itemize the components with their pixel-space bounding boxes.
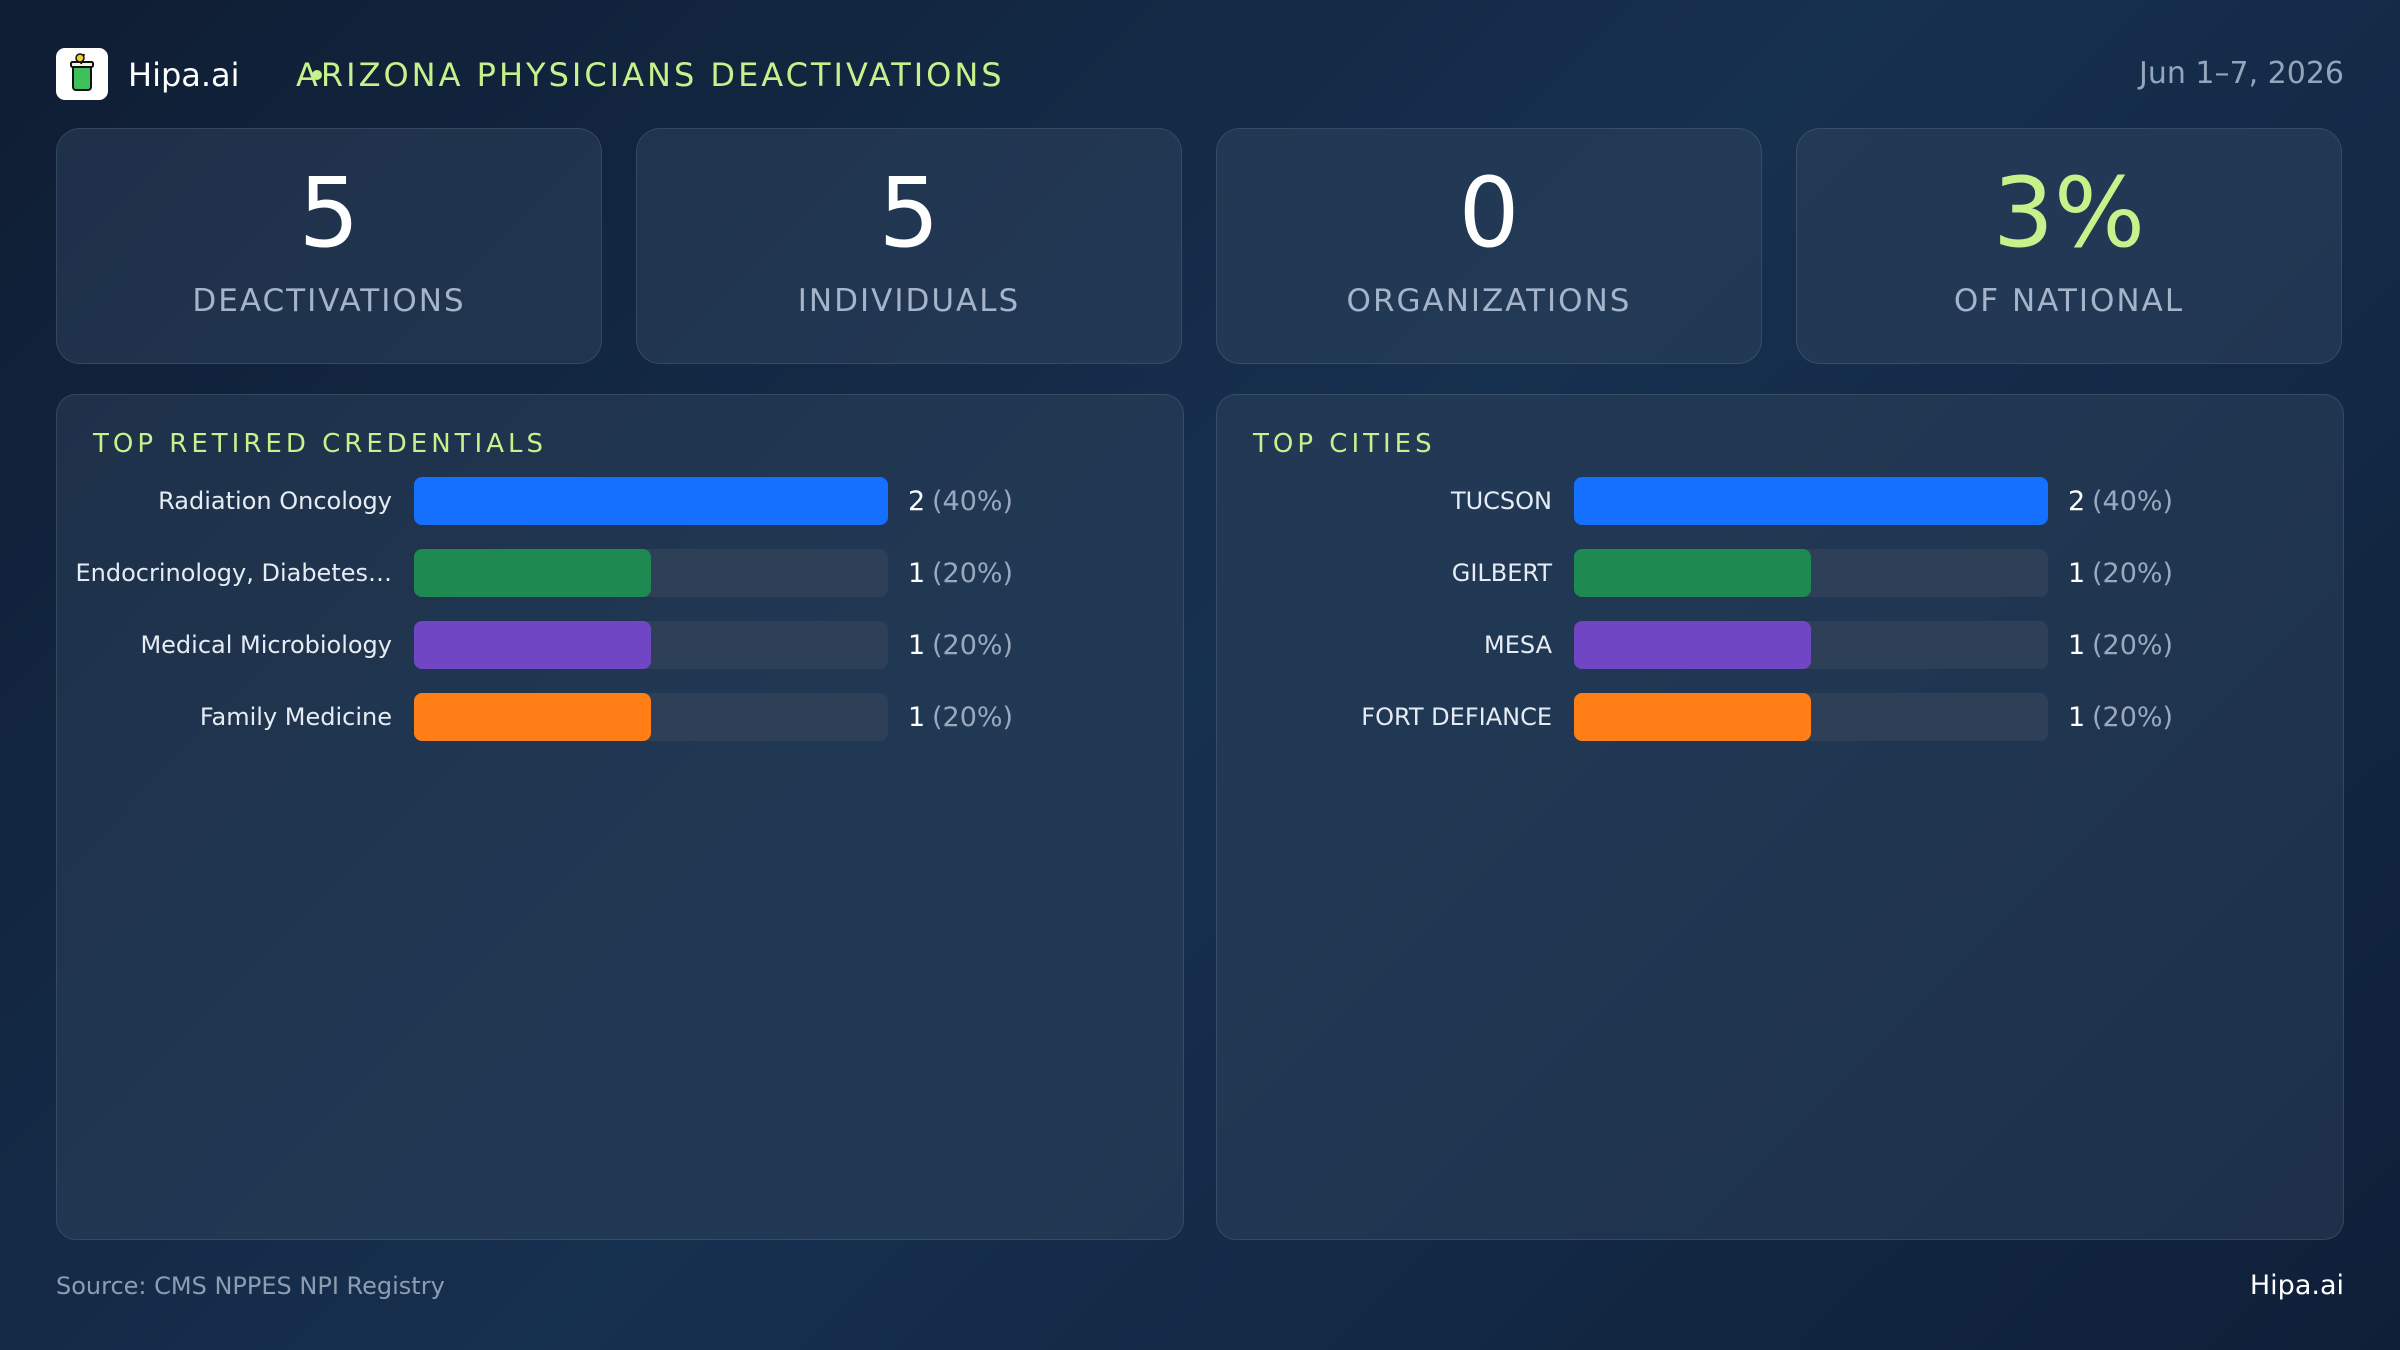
stat-label: DEACTIVATIONS [192,283,466,319]
header: Hipa.ai ARIZONA PHYSICIANS DEACTIVATIONS… [56,46,2344,102]
bar-value-label: 2 [908,486,925,517]
source-note: Source: CMS NPPES NPI Registry [56,1272,445,1300]
report-title: ARIZONA PHYSICIANS DEACTIVATIONS [296,56,1005,94]
category-label: MESA [1484,631,1553,659]
bar [1574,693,1811,741]
category-label: Radiation Oncology [158,487,392,515]
bar-value-label: 1 [908,558,925,589]
bar-value-label: 1 [2068,558,2085,589]
cities-panel: TOP CITIES TUCSON 2 (40%) GILBERT 1 (20%) MESA… [1216,394,2344,1240]
bar-value-label: 1 [2068,630,2085,661]
footer-brand[interactable]: Hipa.ai [2249,1270,2344,1301]
bar [1574,621,1811,669]
bar-percent-label: (20%) [2092,630,2173,661]
stat-card-organizations: 0 ORGANIZATIONS [1216,128,1762,364]
stat-label: INDIVIDUALS [797,283,1021,319]
bar-value-label: 1 [908,630,925,661]
bar-value-label: 2 [2068,486,2085,517]
bar-percent-label: (20%) [2092,702,2173,733]
credentials-bar-chart: Radiation Oncology 2 (40%) Endocrinology, D… [76,477,1013,741]
bar-percent-label: (40%) [2092,486,2173,517]
panel-title: TOP CITIES [1253,429,1436,459]
bar-value-label: 1 [908,702,925,733]
bar [414,693,651,741]
category-label: Endocrinology, Diabetes… [76,559,393,587]
category-label: FORT DEFIANCE [1361,703,1552,731]
separator-dot [312,70,322,80]
stat-card-individuals: 5 INDIVIDUALS [636,128,1182,364]
category-label: TUCSON [1450,487,1552,515]
category-label: GILBERT [1452,559,1553,587]
category-label: Medical Microbiology [140,631,392,659]
brand-name: Hipa.ai [128,56,240,94]
category-label: Family Medicine [200,703,392,731]
stat-value: 5 [298,157,360,269]
bar [1574,477,2048,525]
stat-value: 3% [1992,157,2146,269]
cup-icon[interactable] [56,48,108,100]
cities-bar-chart: TUCSON 2 (40%)GILBERT 1 (20%)MESA 1 (20%)FORT … [1361,477,2173,741]
bar-percent-label: (20%) [932,630,1013,661]
bar [1574,549,1811,597]
bar [414,549,651,597]
date-range: Jun 1–7, 2026 [2138,56,2344,91]
stat-card-deactivations: 5 DEACTIVATIONS [56,128,602,364]
stat-value: 5 [878,157,940,269]
bar-value-label: 1 [2068,702,2085,733]
panel-title: TOP RETIRED CREDENTIALS [93,429,547,459]
stat-value: 0 [1458,157,1520,269]
credentials-panel: TOP RETIRED CREDENTIALS Radiation Oncolo… [56,394,1184,1240]
bar-percent-label: (40%) [932,486,1013,517]
bar-percent-label: (20%) [2092,558,2173,589]
stat-label: ORGANIZATIONS [1346,283,1632,319]
stat-label: OF NATIONAL [1953,283,2185,319]
bar [414,477,888,525]
bar [414,621,651,669]
bar-percent-label: (20%) [932,558,1013,589]
bar-percent-label: (20%) [932,702,1013,733]
stat-card-national-share: 3% OF NATIONAL [1796,128,2342,364]
